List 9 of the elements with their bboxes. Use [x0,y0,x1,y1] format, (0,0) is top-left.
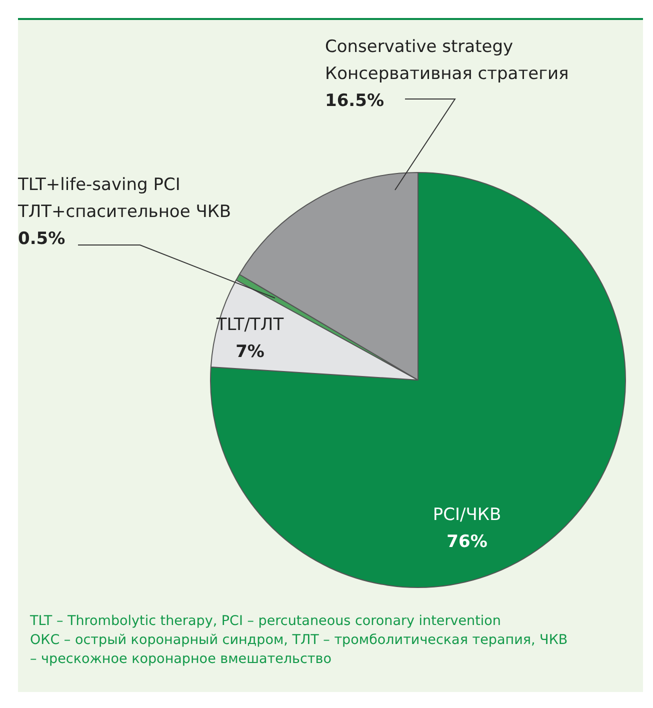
data-label: 0.5% [18,229,66,249]
slice-label: PCI/ЧКВ [432,505,502,525]
data-label: 76% [446,532,488,552]
slice-label: Conservative strategy Консервативная стратегия [325,37,569,84]
slice-label: TLT+life-saving PCI ТЛТ+спасительное ЧКВ [17,175,232,222]
data-label: 16.5% [325,91,384,111]
text: ОКС – острый коронарный синдром, ТЛТ – тромболитическая терапия, ЧКВ – чрескожное коронарное вмешательство [30,631,569,669]
data-label: 7% [236,342,264,362]
text: TLT – Thrombolytic therapy, PCI – percutaneous coronary intervention [30,612,502,631]
